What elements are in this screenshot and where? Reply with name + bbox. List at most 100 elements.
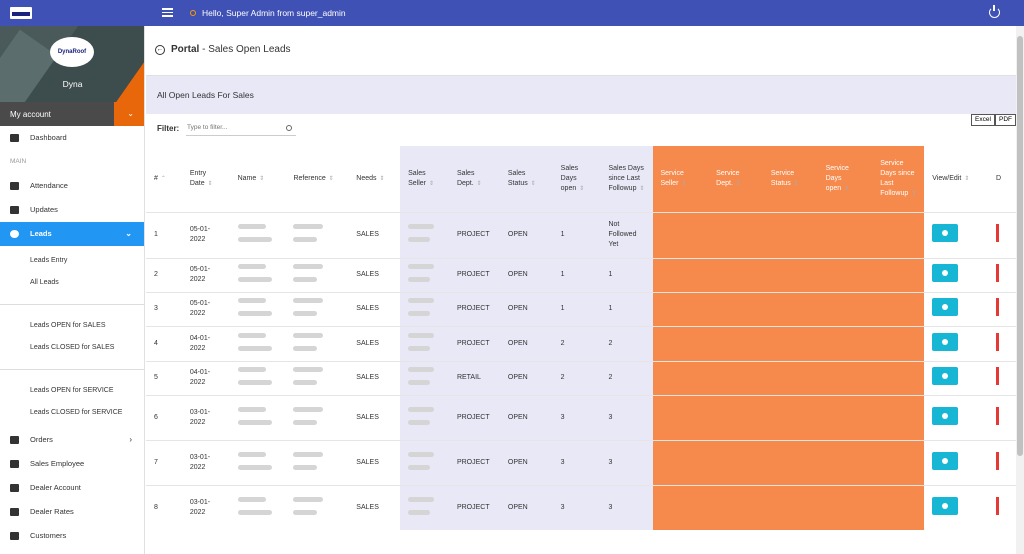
section-label-main: MAIN (10, 158, 27, 165)
col-header-service-seller[interactable]: Service Seller ⇕ (652, 146, 709, 212)
cell-sales-dept: PROJECT (448, 211, 500, 258)
sidebar-item-updates[interactable]: Updates (0, 198, 144, 222)
view-edit-button[interactable] (932, 264, 959, 282)
col-header-sales-dept[interactable]: Sales Dept. ⇕ (448, 146, 500, 212)
col-header-sales-status[interactable]: Sales Status ⇕ (499, 146, 553, 212)
sidebar-item-orders[interactable]: Orders › (0, 428, 144, 452)
delete-button[interactable] (996, 224, 1000, 242)
cell-service-seller (652, 394, 709, 440)
search-icon[interactable] (286, 125, 292, 131)
cell-service-days-open (817, 484, 873, 530)
sidebar-subitem-all-leads[interactable]: All Leads (30, 279, 59, 286)
cell-entry-date: 03-01-2022 (181, 394, 230, 440)
view-edit-button[interactable] (932, 406, 959, 425)
delete-button[interactable] (996, 496, 1000, 515)
view-edit-button[interactable] (932, 451, 959, 470)
sidebar-subitem-closed-sales[interactable]: Leads CLOSED for SALES (30, 344, 115, 351)
col-header-sales-seller[interactable]: Sales Seller ⇕ (400, 146, 449, 212)
delete-button[interactable] (996, 298, 1000, 316)
delete-button[interactable] (996, 451, 1000, 470)
page-scrollbar[interactable] (1016, 26, 1024, 554)
view-edit-button[interactable] (932, 496, 959, 515)
cell-delete (988, 257, 1016, 292)
cell-sales-followup: 3 (600, 484, 653, 530)
delete-button[interactable] (996, 406, 1000, 425)
cell-service-seller (652, 325, 709, 361)
delete-button[interactable] (996, 367, 1000, 385)
chat-icon (10, 230, 19, 238)
delete-button[interactable] (996, 264, 1000, 282)
sidebar-item-dashboard[interactable]: Dashboard (0, 126, 144, 150)
sidebar-item-sales-employee[interactable]: Sales Employee (0, 452, 144, 476)
col-header-delete[interactable]: D (996, 174, 1002, 182)
cell-number: 8 (146, 484, 182, 530)
cell-service-days-open (817, 439, 873, 485)
col-header-service-days-open[interactable]: Service Days open ⇕ (817, 146, 873, 212)
pdf-button[interactable]: PDF (995, 114, 1016, 126)
col-header-reference[interactable]: Reference ⇕ (293, 174, 334, 182)
excel-button[interactable]: Excel (971, 114, 995, 126)
sidebar-item-label: Dealer Rates (30, 507, 74, 516)
sidebar-item-attendance[interactable]: Attendance (0, 174, 144, 198)
col-header-name[interactable]: Name ⇕ (237, 174, 265, 182)
status-dot-icon (190, 10, 196, 16)
profile-name: Dyna (62, 79, 83, 89)
cell-reference-redacted (285, 211, 349, 258)
sidebar-item-label: Leads (30, 229, 52, 238)
power-icon[interactable] (989, 5, 1000, 18)
cell-view-edit (924, 484, 989, 530)
cell-entry-date: 04-01-2022 (181, 360, 230, 395)
user-tag-icon (10, 508, 19, 516)
cell-service-seller (652, 211, 709, 258)
col-header-service-followup[interactable]: Service Days since Last Followup ⇕ (872, 146, 925, 212)
delete-button[interactable] (996, 332, 1000, 351)
cell-sales-dept: RETAIL (448, 360, 500, 395)
view-edit-button[interactable] (932, 224, 959, 242)
cell-view-edit (924, 439, 989, 485)
cell-sales-days-open: 3 (552, 394, 601, 440)
col-header-service-status[interactable]: Service Status ⇕ (762, 146, 818, 212)
cell-view-edit (924, 360, 989, 395)
customer-icon (10, 532, 19, 540)
cell-name-redacted (229, 484, 286, 530)
cell-needs: SALES (348, 211, 401, 258)
user-icon (10, 484, 19, 492)
sidebar-item-customers[interactable]: Customers (0, 524, 144, 548)
sidebar-subitem-leads-entry[interactable]: Leads Entry (30, 257, 68, 264)
cell-entry-date: 05-01-2022 (181, 291, 230, 326)
view-edit-button[interactable] (932, 298, 959, 316)
col-header-sales-days-open[interactable]: Sales Days open ⇕ (552, 146, 601, 212)
col-header-entry-date[interactable]: Entry Date ⇕ (189, 169, 213, 187)
cell-entry-date: 05-01-2022 (181, 211, 230, 258)
cell-sales-followup: 3 (600, 394, 653, 440)
app-logo[interactable] (10, 7, 32, 19)
cell-sales-followup: 2 (600, 360, 653, 395)
col-header-view-edit[interactable]: View/Edit ⇕ (932, 174, 970, 182)
sidebar-subitem-closed-service[interactable]: Leads CLOSED for SERVICE (30, 409, 123, 416)
col-header-sales-followup[interactable]: Sales Days since Last Followup ⇕ (600, 146, 653, 212)
cell-sales-dept: PROJECT (448, 257, 500, 292)
filter-input[interactable] (186, 120, 296, 136)
my-account-toggle[interactable]: My account ⌄ (0, 102, 144, 126)
menu-icon[interactable] (162, 8, 173, 17)
scrollbar-thumb[interactable] (1017, 36, 1023, 456)
col-header-service-dept[interactable]: Service Dept. ⇕ (708, 146, 763, 212)
sidebar-subitem-open-service[interactable]: Leads OPEN for SERVICE (30, 387, 114, 394)
view-edit-button[interactable] (932, 332, 959, 351)
top-bar: Hello, Super Admin from super_admin (0, 0, 1024, 26)
sidebar-item-dealer-account[interactable]: Dealer Account (0, 476, 144, 500)
cell-name-redacted (229, 325, 286, 361)
cell-entry-date: 03-01-2022 (181, 439, 230, 485)
cell-number: 2 (146, 257, 182, 292)
sidebar-subitem-open-sales[interactable]: Leads OPEN for SALES (30, 322, 106, 329)
col-header-needs[interactable]: Needs ⇕ (356, 174, 385, 182)
col-header-number[interactable]: # ⌃ (154, 174, 166, 182)
view-edit-button[interactable] (932, 367, 959, 385)
cell-delete (988, 394, 1016, 440)
cell-service-dept (708, 394, 763, 440)
back-arrow-icon[interactable]: ← (155, 45, 165, 55)
cell-service-dept (708, 439, 763, 485)
sidebar-item-dealer-rates[interactable]: Dealer Rates (0, 500, 144, 524)
sidebar-item-leads[interactable]: Leads ⌄ (0, 222, 144, 246)
cell-sales-status: OPEN (499, 439, 553, 485)
